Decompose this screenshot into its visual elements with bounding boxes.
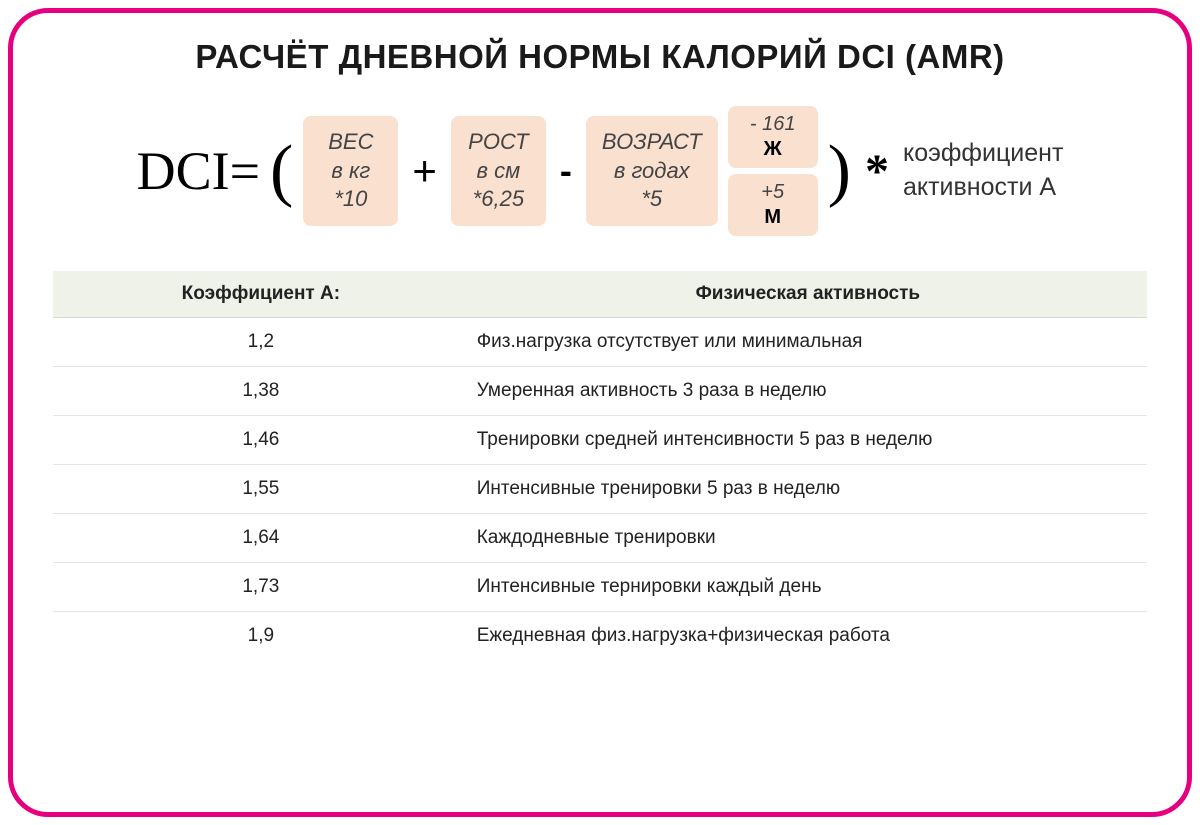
cell-coef: 1,55	[53, 465, 469, 514]
term-height-line3: *6,25	[467, 185, 530, 214]
table-row: 1,2 Физ.нагрузка отсутствует или минимал…	[53, 318, 1147, 367]
page-title: РАСЧЁТ ДНЕВНОЙ НОРМЫ КАЛОРИЙ DCI (AMR)	[53, 38, 1147, 76]
coeff-label-line1: коэффициент	[903, 137, 1063, 171]
table-row: 1,55 Интенсивные тренировки 5 раз в неде…	[53, 465, 1147, 514]
gender-male: +5 М	[728, 174, 818, 236]
header-activity: Физическая активность	[469, 271, 1147, 318]
cell-activity: Интенсивные тернировки каждый день	[469, 563, 1147, 612]
cell-coef: 1,73	[53, 563, 469, 612]
table-header-row: Коэффициент А: Физическая активность	[53, 271, 1147, 318]
table-row: 1,64 Каждодневные тренировки	[53, 514, 1147, 563]
gender-female-sym: Ж	[746, 137, 800, 162]
gender-female: - 161 Ж	[728, 106, 818, 168]
gender-male-val: +5	[746, 180, 800, 205]
term-age-line3: *5	[602, 185, 702, 214]
activity-table: Коэффициент А: Физическая активность 1,2…	[53, 271, 1147, 660]
coeff-label-line2: активности А	[903, 171, 1063, 205]
cell-activity: Ежедневная физ.нагрузка+физическая работ…	[469, 612, 1147, 661]
cell-coef: 1,9	[53, 612, 469, 661]
term-age: ВОЗРАСТ в годах *5	[586, 116, 718, 226]
table-row: 1,73 Интенсивные тернировки каждый день	[53, 563, 1147, 612]
formula-lhs: DCI=	[137, 140, 260, 202]
term-age-line1: ВОЗРАСТ	[602, 128, 702, 157]
term-weight: ВЕС в кг *10	[303, 116, 398, 226]
cell-activity: Физ.нагрузка отсутствует или минимальная	[469, 318, 1147, 367]
gender-female-val: - 161	[746, 112, 800, 137]
gender-stack: - 161 Ж +5 М	[728, 106, 818, 236]
term-height-line1: РОСТ	[467, 128, 530, 157]
cell-activity: Интенсивные тренировки 5 раз в неделю	[469, 465, 1147, 514]
table-row: 1,9 Ежедневная физ.нагрузка+физическая р…	[53, 612, 1147, 661]
table-row: 1,46 Тренировки средней интенсивности 5 …	[53, 416, 1147, 465]
term-height: РОСТ в см *6,25	[451, 116, 546, 226]
cell-coef: 1,38	[53, 367, 469, 416]
term-weight-line2: в кг	[319, 157, 382, 186]
cell-activity: Умеренная активность 3 раза в неделю	[469, 367, 1147, 416]
term-age-line2: в годах	[602, 157, 702, 186]
cell-coef: 1,64	[53, 514, 469, 563]
op-minus: -	[556, 150, 576, 192]
cell-coef: 1,46	[53, 416, 469, 465]
paren-open: (	[270, 136, 293, 206]
term-height-line2: в см	[467, 157, 530, 186]
paren-close: )	[828, 136, 851, 206]
header-coef: Коэффициент А:	[53, 271, 469, 318]
term-weight-line1: ВЕС	[319, 128, 382, 157]
formula-row: DCI= ( ВЕС в кг *10 + РОСТ в см *6,25 - …	[53, 106, 1147, 236]
term-weight-line3: *10	[319, 185, 382, 214]
cell-activity: Каждодневные тренировки	[469, 514, 1147, 563]
content-frame: РАСЧЁТ ДНЕВНОЙ НОРМЫ КАЛОРИЙ DCI (AMR) D…	[8, 8, 1192, 817]
table-row: 1,38 Умеренная активность 3 раза в недел…	[53, 367, 1147, 416]
op-star: *	[861, 144, 893, 199]
cell-coef: 1,2	[53, 318, 469, 367]
cell-activity: Тренировки средней интенсивности 5 раз в…	[469, 416, 1147, 465]
op-plus-1: +	[408, 147, 441, 195]
gender-male-sym: М	[746, 205, 800, 230]
coeff-label: коэффициент активности А	[903, 137, 1063, 205]
